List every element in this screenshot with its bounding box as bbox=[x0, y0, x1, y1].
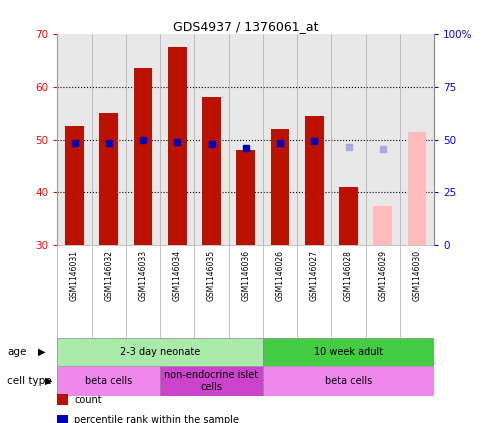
Text: GSM1146031: GSM1146031 bbox=[70, 250, 79, 301]
Text: ▶: ▶ bbox=[38, 347, 46, 357]
Text: GSM1146036: GSM1146036 bbox=[241, 250, 250, 301]
Bar bbox=[305, 116, 324, 245]
Bar bbox=[373, 206, 392, 245]
Text: GSM1146026: GSM1146026 bbox=[275, 250, 284, 301]
Text: GSM1146034: GSM1146034 bbox=[173, 250, 182, 301]
Bar bbox=[65, 126, 84, 245]
Text: GSM1146028: GSM1146028 bbox=[344, 250, 353, 301]
Text: beta cells: beta cells bbox=[325, 376, 372, 386]
Bar bbox=[202, 97, 221, 245]
Bar bbox=[134, 68, 152, 245]
Bar bbox=[339, 187, 358, 245]
Bar bbox=[270, 129, 289, 245]
Text: GSM1146033: GSM1146033 bbox=[139, 250, 148, 301]
Text: GSM1146030: GSM1146030 bbox=[413, 250, 422, 301]
Text: 2-3 day neonate: 2-3 day neonate bbox=[120, 347, 200, 357]
Text: beta cells: beta cells bbox=[85, 376, 132, 386]
Title: GDS4937 / 1376061_at: GDS4937 / 1376061_at bbox=[173, 20, 318, 33]
Text: count: count bbox=[74, 395, 102, 405]
Bar bbox=[57, 338, 263, 366]
Text: GSM1146032: GSM1146032 bbox=[104, 250, 113, 301]
Bar bbox=[263, 338, 434, 366]
Bar bbox=[160, 366, 263, 396]
Bar bbox=[408, 132, 427, 245]
Bar bbox=[57, 366, 160, 396]
Text: GSM1146027: GSM1146027 bbox=[310, 250, 319, 301]
Text: non-endocrine islet
cells: non-endocrine islet cells bbox=[165, 370, 258, 392]
Text: cell type: cell type bbox=[7, 376, 52, 386]
Text: GSM1146029: GSM1146029 bbox=[378, 250, 387, 301]
Text: GSM1146035: GSM1146035 bbox=[207, 250, 216, 301]
Text: percentile rank within the sample: percentile rank within the sample bbox=[74, 415, 240, 423]
Bar bbox=[263, 366, 434, 396]
Bar bbox=[168, 47, 187, 245]
Bar bbox=[237, 150, 255, 245]
Text: ▶: ▶ bbox=[45, 376, 52, 386]
Text: age: age bbox=[7, 347, 27, 357]
Text: 10 week adult: 10 week adult bbox=[314, 347, 383, 357]
Bar bbox=[99, 113, 118, 245]
